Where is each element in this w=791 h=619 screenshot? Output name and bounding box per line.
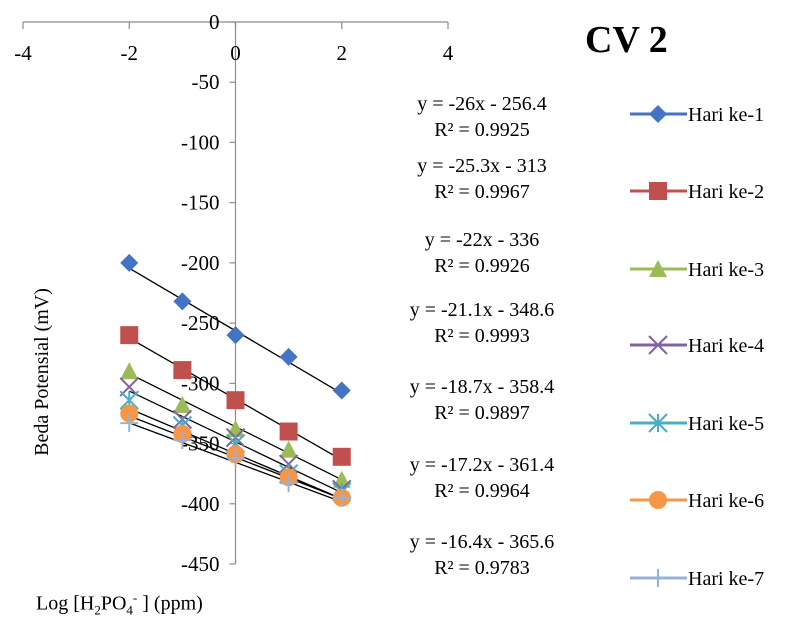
legend-marker xyxy=(648,335,668,355)
trendline-equation: y = -18.7x - 358.4 xyxy=(410,376,555,398)
legend-label: Hari ke-2 xyxy=(688,181,764,203)
diamond-marker xyxy=(649,105,667,123)
asterisk-marker xyxy=(648,413,668,433)
plus-marker xyxy=(120,414,139,433)
legend-marker xyxy=(648,413,668,433)
triangle-marker xyxy=(226,420,245,438)
trendline-equation: y = -26x - 256.4 xyxy=(417,93,547,115)
r-squared-label: R² = 0.9964 xyxy=(434,480,530,502)
legend-label: Hari ke-6 xyxy=(688,490,764,512)
circle-marker xyxy=(649,491,667,509)
legend-label: Hari ke-4 xyxy=(688,335,764,357)
plus-marker xyxy=(332,488,351,507)
diamond-marker xyxy=(173,292,192,311)
square-marker xyxy=(649,182,667,200)
triangle-marker xyxy=(173,396,192,414)
y-tick-label: -250 xyxy=(181,311,220,335)
x-tick-label: 0 xyxy=(230,41,241,65)
diamond-marker xyxy=(279,347,298,366)
chart-title: CV 2 xyxy=(585,19,668,61)
plus-marker xyxy=(279,474,298,493)
trendline-equation: y = -17.2x - 361.4 xyxy=(410,454,555,476)
r-squared-label: R² = 0.9925 xyxy=(434,119,530,141)
legend-marker xyxy=(649,569,667,587)
equations: y = -26x - 256.4 R² = 0.9925 y = -25.3x - … xyxy=(410,93,555,579)
r-squared-label: R² = 0.9967 xyxy=(434,181,530,203)
legend-label: Hari ke-3 xyxy=(688,259,764,281)
y-tick-label: -150 xyxy=(181,191,220,215)
diamond-marker xyxy=(120,253,139,272)
x-tick-label: 2 xyxy=(337,41,348,65)
r-squared-label: R² = 0.9783 xyxy=(434,557,530,579)
square-marker xyxy=(332,447,351,466)
triangle-marker xyxy=(649,260,667,277)
trendline-equation: y = -25.3x - 313 xyxy=(417,155,547,177)
legend-label: Hari ke-7 xyxy=(688,568,764,590)
x-axis-label: Log [H2PO4- ] (ppm) xyxy=(36,590,203,618)
series-1-markers xyxy=(120,253,351,400)
plus-marker xyxy=(173,430,192,449)
r-squared-label: R² = 0.9897 xyxy=(434,402,530,424)
trendline-equation: y = -22x - 336 xyxy=(425,229,540,251)
y-tick-label: -400 xyxy=(181,492,220,516)
y-tick-label: -50 xyxy=(192,70,220,94)
plus-marker xyxy=(649,569,667,587)
y-axis-label: Beda Potensial (mV) xyxy=(31,288,53,456)
y-tick-label: -200 xyxy=(181,251,220,275)
triangle-marker xyxy=(120,362,139,380)
x-tick-label: -4 xyxy=(14,41,32,65)
diamond-marker xyxy=(332,381,351,400)
x-tick-label: 4 xyxy=(443,41,454,65)
x-tick-label: -2 xyxy=(121,41,139,65)
trendline-equation: y = -16.4x - 365.6 xyxy=(410,531,555,553)
diamond-marker xyxy=(226,326,245,345)
legend-marker xyxy=(649,182,667,200)
legend-label: Hari ke-5 xyxy=(688,413,764,435)
plus-marker xyxy=(226,449,245,468)
legend-marker xyxy=(649,491,667,509)
square-marker xyxy=(120,326,139,345)
square-marker xyxy=(226,391,245,410)
series-7-markers xyxy=(120,414,351,507)
legend-label: Hari ke-1 xyxy=(688,104,764,126)
r-squared-label: R² = 0.9993 xyxy=(434,325,530,347)
series-2-markers xyxy=(120,326,351,466)
legend: Hari ke-1 Hari ke-2 Hari ke-3 Hari ke-4 Hari… xyxy=(630,104,764,590)
legend-marker xyxy=(649,260,667,277)
axes: -4-20240-50-100-150-200-250-300-350-400-… xyxy=(14,10,454,576)
r-squared-label: R² = 0.9926 xyxy=(434,255,530,277)
triangle-marker xyxy=(279,440,298,458)
x-marker xyxy=(278,454,299,474)
trendline-equation: y = -21.1x - 348.6 xyxy=(410,299,555,321)
square-marker xyxy=(279,422,298,441)
y-tick-label: -100 xyxy=(181,130,220,154)
legend-marker xyxy=(649,105,667,123)
x-marker xyxy=(648,335,668,355)
y-tick-label: -450 xyxy=(181,552,220,576)
circle-marker xyxy=(120,404,139,423)
y-tick-label: 0 xyxy=(209,10,220,34)
square-marker xyxy=(173,361,192,380)
markers xyxy=(119,253,352,507)
